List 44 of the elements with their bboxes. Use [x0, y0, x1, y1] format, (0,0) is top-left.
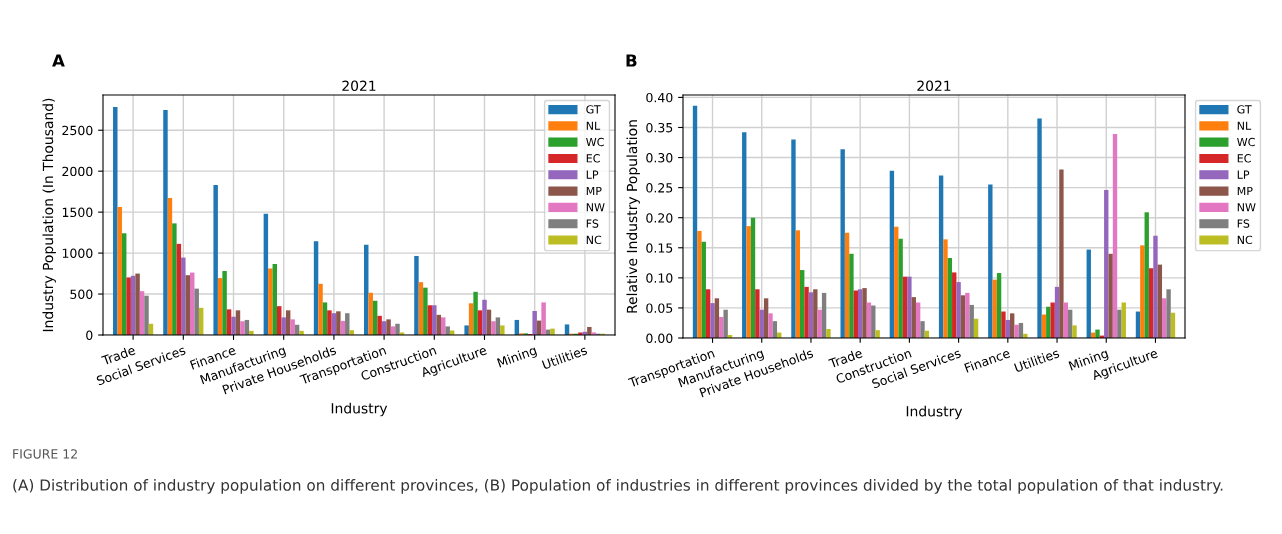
legend-label: EC — [1237, 154, 1251, 163]
y-tick-label: 2000 — [62, 166, 93, 177]
legend-label: GT — [1237, 105, 1252, 114]
y-axis-title: Industry Population (In Thousand) — [42, 98, 56, 332]
y-tick-label: 1500 — [62, 207, 93, 218]
y-tick-label: 0.30 — [646, 153, 673, 163]
legend-label: GT — [586, 105, 601, 114]
legend-label: WC — [1237, 137, 1255, 147]
text: (A) Distribution of industry population on different provinces, (B) Population of industries in different provinces divided by the total population of that industry. — [13, 479, 1223, 494]
y-tick-label: 1000 — [62, 248, 93, 259]
x-axis-title: Industry — [906, 405, 963, 420]
y-tick-label: 0.25 — [646, 183, 673, 193]
y-tick-label: 0.15 — [646, 243, 673, 253]
y-tick-label: 0 — [86, 330, 93, 340]
legend-label: NL — [586, 121, 601, 130]
text: B — [626, 54, 637, 67]
text: A — [52, 54, 65, 67]
chart-title: 2021 — [917, 80, 951, 92]
y-tick-label: 0.35 — [646, 122, 673, 133]
legend-label: MP — [1237, 186, 1253, 195]
x-axis-title: Industry — [331, 402, 388, 417]
legend-label: EC — [586, 154, 600, 163]
legend-label: NL — [1237, 121, 1252, 130]
y-tick-label: 0.10 — [646, 273, 673, 283]
legend-label: LP — [586, 170, 599, 179]
y-axis-title: Relative Industry Population — [626, 120, 640, 313]
x-tick-label: Mining — [496, 345, 538, 370]
legend-label: FS — [586, 219, 599, 228]
legend-label: LP — [1237, 170, 1250, 179]
chart-title: 2021 — [342, 80, 376, 92]
legend-label: NC — [586, 235, 602, 245]
y-tick-label: 0.05 — [646, 303, 673, 313]
legend-label: MP — [586, 186, 602, 195]
legend-label: NW — [1237, 203, 1256, 212]
y-tick-label: 0.40 — [646, 92, 673, 103]
y-tick-label: 0.00 — [646, 333, 673, 343]
y-tick-label: 0.20 — [646, 213, 673, 223]
legend-label: FS — [1237, 219, 1250, 228]
y-tick-label: 500 — [70, 289, 93, 299]
caption: FIGURE 12 — [13, 449, 77, 459]
y-tick-label: 2500 — [62, 125, 93, 136]
legend-label: NC — [1237, 235, 1253, 245]
legend-label: WC — [586, 137, 604, 147]
legend-label: NW — [586, 203, 605, 212]
